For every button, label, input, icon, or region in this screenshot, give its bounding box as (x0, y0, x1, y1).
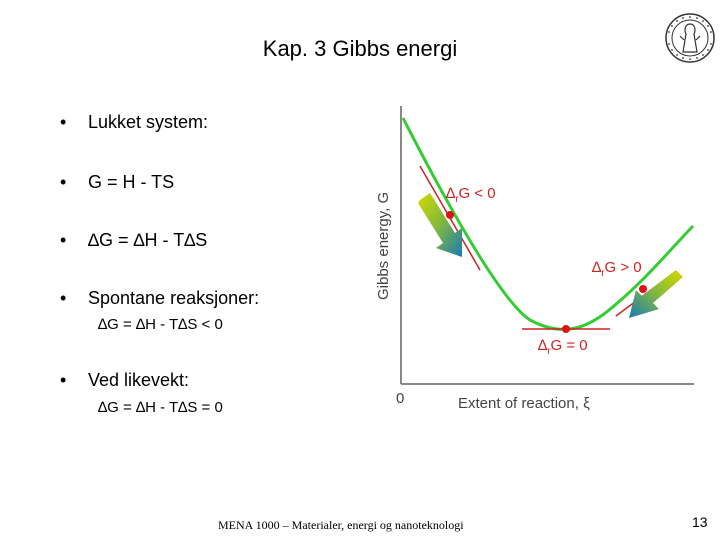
sub-bullet-text: ∆G = ∆H - T∆S < 0 (98, 316, 223, 333)
sub-bullet-text: ∆G = ∆H - T∆S = 0 (98, 399, 223, 416)
university-seal-logo (665, 13, 715, 63)
bullet-marker: • (60, 230, 67, 250)
label-dG-zero: ∆rG = 0 (538, 337, 588, 357)
label-dG-negative: ∆rG < 0 (446, 185, 496, 205)
bullet-text: Spontane reaksjoner: (88, 288, 260, 308)
bullet-marker: • (60, 288, 67, 308)
origin-label: 0 (396, 390, 404, 407)
bullet-marker: • (60, 112, 67, 132)
bullet-text: Lukket system: (88, 112, 209, 132)
x-axis-label: Extent of reaction, ξ (458, 395, 590, 412)
point-left (446, 211, 454, 219)
bullet-text: ∆G = ∆H - T∆S (88, 230, 208, 250)
slide-title: Kap. 3 Gibbs energi (262, 36, 458, 61)
bullet-text: Ved likevekt: (88, 370, 190, 390)
bullet-marker: • (60, 370, 67, 390)
page-number: 13 (692, 514, 708, 530)
arrow-right-icon (629, 270, 683, 318)
bullet-marker: • (60, 172, 67, 192)
gibbs-energy-figure: ∆rG < 0 ∆rG > 0 ∆rG = 0 Gibbs energy, G … (375, 106, 695, 412)
footer-text: MENA 1000 – Materialer, energi og nanote… (218, 518, 464, 532)
arrow-left-icon (418, 193, 462, 257)
label-dG-positive: ∆rG > 0 (592, 259, 642, 279)
gibbs-curve (401, 117, 695, 331)
point-right (639, 285, 647, 293)
y-axis-label: Gibbs energy, G (375, 192, 392, 300)
bullet-text: G = H - TS (88, 172, 175, 192)
point-min (562, 325, 570, 333)
